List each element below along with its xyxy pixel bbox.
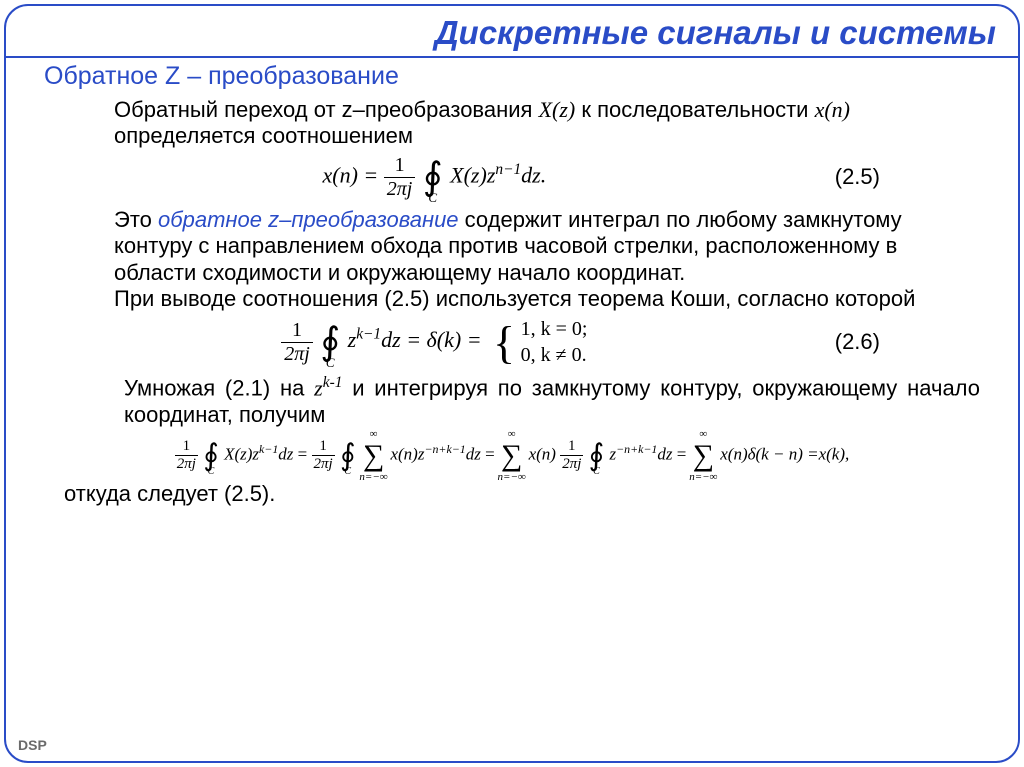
xn-delta: x(n)δ(k − n) — [720, 445, 803, 464]
cases-block: { 1, k = 0; 0, k ≠ 0. — [493, 316, 587, 368]
emphasized-term: обратное z–преобразование — [158, 207, 459, 232]
slide-title: Дискретные сигналы и системы — [6, 14, 996, 52]
case-2: 0, k ≠ 0. — [521, 342, 588, 368]
z: z — [348, 327, 357, 352]
num: 1 — [175, 438, 198, 456]
sub: C — [208, 467, 215, 477]
exponent: k-1 — [323, 374, 343, 391]
dz: dz — [657, 445, 672, 464]
slide-frame: Дискретные сигналы и системы Обратное Z … — [4, 4, 1020, 763]
bot: n=−∞ — [359, 472, 387, 483]
fraction: 1 2πj — [281, 319, 313, 366]
dsp-footer-tag: DSP — [18, 737, 47, 753]
den: 2πj — [312, 456, 335, 473]
xn: x(n) — [529, 445, 556, 464]
z: z — [314, 376, 323, 401]
paragraph-3: При выводе соотношения (2.5) используетс… — [114, 286, 980, 312]
contour-integral-icon: ∮C — [423, 158, 443, 196]
eq-rest: dz = δ(k) = — [381, 327, 481, 352]
math-xz: X(z) — [539, 97, 576, 122]
eq-end: dz. — [521, 162, 546, 187]
section-heading: Обратное Z – преобразование — [44, 62, 990, 91]
sub: C — [593, 467, 600, 477]
equation-2-5: x(n) = 1 2πj ∮C X(z)zn−1dz. (2.5) — [34, 154, 990, 201]
eq-body: x(n) = 1 2πj ∮C X(z)zn−1dz. — [34, 154, 835, 201]
case-1: 1, k = 0; — [521, 316, 588, 342]
xn-z: x(n)z — [390, 445, 424, 464]
exponent: k−1 — [356, 326, 381, 343]
text: Обратный переход от z–преобразования — [114, 97, 539, 122]
exp: −n+k−1 — [616, 442, 657, 456]
fraction: 1 2πj — [384, 154, 416, 201]
top: ∞ — [699, 429, 707, 440]
contour-integral-icon: ∮C — [203, 441, 219, 471]
top: ∞ — [370, 429, 378, 440]
eq-int-body: X(z)z — [450, 162, 495, 187]
bot: n=−∞ — [498, 472, 526, 483]
paragraph-5: откуда следует (2.5). — [64, 481, 980, 507]
contour-integral-icon: ∮C — [340, 441, 356, 471]
xz: X(z)z — [224, 445, 259, 464]
bot: n=−∞ — [689, 472, 717, 483]
end: =x(k), — [807, 445, 849, 464]
numerator: 1 — [281, 319, 313, 343]
equation-number: (2.6) — [835, 329, 990, 355]
text: к последовательности — [575, 97, 814, 122]
den: 2πj — [560, 456, 583, 473]
contour-integral-icon: ∮C — [320, 323, 340, 361]
text: Это — [114, 207, 158, 232]
exponent: n−1 — [495, 161, 521, 178]
dz: dz — [278, 445, 293, 464]
denominator: 2πj — [281, 343, 313, 366]
eq-body: 1 2πj ∮C zk−1dz = δ(k) = { 1, k = 0; 0, … — [34, 316, 835, 368]
num: 1 — [312, 438, 335, 456]
sub: C — [344, 467, 351, 477]
den: 2πj — [175, 456, 198, 473]
summation-icon: ∞∑n=−∞ — [693, 441, 714, 471]
contour-integral-icon: ∮C — [589, 441, 605, 471]
text: Умножая (2.1) на — [124, 376, 314, 401]
equation-2-6: 1 2πj ∮C zk−1dz = δ(k) = { 1, k = 0; 0, … — [34, 316, 990, 368]
denominator: 2πj — [384, 178, 416, 201]
exp: −n+k−1 — [424, 442, 465, 456]
equation-number: (2.5) — [835, 164, 990, 190]
int-sub: C — [326, 356, 335, 369]
dz: dz — [466, 445, 481, 464]
title-bar: Дискретные сигналы и системы — [6, 6, 1018, 58]
top: ∞ — [508, 429, 516, 440]
summation-icon: ∞∑n=−∞ — [501, 441, 522, 471]
paragraph-1: Обратный переход от z–преобразования X(z… — [114, 97, 980, 150]
exp: k−1 — [259, 442, 278, 456]
paragraph-4: Умножая (2.1) на zk-1 и интегрируя по за… — [124, 374, 980, 428]
text: определяется соотношением — [114, 123, 413, 148]
num: 1 — [560, 438, 583, 456]
left-brace-icon: { — [493, 322, 515, 363]
long-derivation-equation: 12πj ∮C X(z)zk−1dz = 12πj ∮C ∞∑n=−∞ x(n)… — [44, 438, 980, 473]
summation-icon: ∞∑n=−∞ — [363, 441, 384, 471]
math-xn: x(n) — [815, 97, 850, 122]
int-sub: C — [428, 191, 437, 204]
paragraph-2: Это обратное z–преобразование содержит и… — [114, 207, 980, 286]
eq-lhs: x(n) = — [323, 162, 379, 187]
content-area: Обратное Z – преобразование Обратный пер… — [6, 58, 1018, 508]
numerator: 1 — [384, 154, 416, 178]
